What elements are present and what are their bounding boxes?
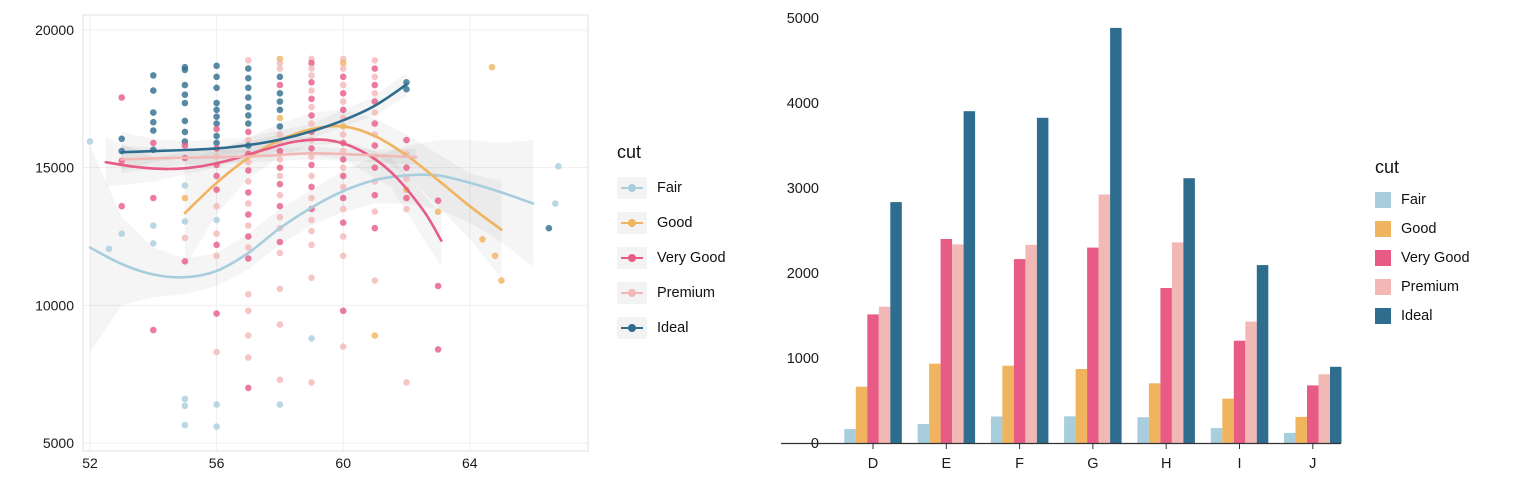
scatter-legend: cut Fair Good Very Good Premium Ideal (605, 0, 755, 480)
legend-label: Fair (1401, 191, 1426, 208)
svg-text:J: J (1309, 456, 1316, 472)
axis-labels: D E F G H I J 0 1000 2000 3000 4000 5000 (787, 11, 1317, 472)
svg-text:3000: 3000 (787, 181, 819, 197)
legend-label: Good (657, 214, 693, 231)
svg-text:15000: 15000 (35, 160, 74, 176)
svg-text:0: 0 (811, 436, 819, 452)
legend-item-premium[interactable]: Premium (617, 281, 755, 304)
scatter-smooth-plot: 52 56 60 64 5000 10000 15000 20000 (35, 14, 589, 471)
svg-text:H: H (1161, 456, 1171, 472)
scatter-legend-items: Fair Good Very Good Premium Ideal (617, 176, 755, 339)
legend-key-ideal-icon (617, 316, 647, 339)
legend-label: Fair (657, 179, 682, 196)
legend-key-good-icon (1375, 220, 1391, 237)
x-axis-ticks (872, 444, 1314, 449)
legend-key-premium-icon (617, 281, 647, 304)
legend-item-very-good[interactable]: Very Good (617, 246, 755, 269)
legend-label: Very Good (657, 249, 726, 266)
legend-item-fair[interactable]: Fair (1375, 191, 1513, 208)
legend-item-good[interactable]: Good (1375, 220, 1513, 237)
legend-item-ideal[interactable]: Ideal (617, 316, 755, 339)
bar-legend-items: Fair Good Very Good Premium Ideal (1375, 191, 1513, 324)
bar-legend: cut Fair Good Very Good Premium Ideal (1363, 0, 1513, 480)
legend-label: Ideal (1401, 307, 1433, 324)
bar-groups (844, 27, 1342, 444)
scatter-chart-group: 52 56 60 64 5000 10000 15000 20000 cut Fair Good… (0, 0, 755, 480)
legend-key-good-icon (617, 211, 647, 234)
svg-text:5000: 5000 (787, 11, 819, 27)
svg-text:10000: 10000 (35, 297, 74, 313)
svg-text:52: 52 (82, 455, 98, 471)
svg-text:64: 64 (462, 455, 478, 471)
svg-text:E: E (941, 456, 951, 472)
svg-text:G: G (1087, 456, 1098, 472)
svg-text:F: F (1015, 456, 1024, 472)
legend-key-ideal-icon (1375, 307, 1391, 324)
legend-item-premium[interactable]: Premium (1375, 278, 1513, 295)
legend-item-fair[interactable]: Fair (617, 176, 755, 199)
svg-text:4000: 4000 (787, 96, 819, 112)
legend-key-fair-icon (617, 176, 647, 199)
legend-item-ideal[interactable]: Ideal (1375, 307, 1513, 324)
legend-label: Premium (1401, 278, 1460, 295)
svg-text:20000: 20000 (35, 22, 74, 38)
bar-legend-title: cut (1375, 156, 1400, 177)
legend-label: Good (1401, 220, 1437, 237)
smooth-lines (88, 83, 535, 279)
svg-text:5000: 5000 (43, 435, 74, 451)
svg-text:60: 60 (335, 455, 351, 471)
svg-text:1000: 1000 (787, 351, 819, 367)
panel-border (82, 14, 589, 452)
svg-text:D: D (868, 456, 878, 472)
bar-chart-group: D E F G H I J 0 1000 2000 3000 4000 5000 cut Fair Goo… (763, 0, 1513, 480)
svg-text:2000: 2000 (787, 266, 819, 282)
legend-key-very-good-icon (617, 246, 647, 269)
legend-item-good[interactable]: Good (617, 211, 755, 234)
svg-text:56: 56 (209, 455, 225, 471)
axis-labels: 52 56 60 64 5000 10000 15000 20000 (35, 22, 478, 471)
legend-key-premium-icon (1375, 278, 1391, 295)
spacer (755, 0, 763, 480)
legend-label: Very Good (1401, 249, 1470, 266)
grouped-bar-chart: D E F G H I J 0 1000 2000 3000 4000 5000 (781, 11, 1342, 472)
legend-label: Ideal (657, 319, 689, 336)
scatter-legend-title: cut (617, 141, 642, 162)
legend-key-fair-icon (1375, 191, 1391, 208)
legend-item-very-good[interactable]: Very Good (1375, 249, 1513, 266)
legend-label: Premium (657, 284, 716, 301)
svg-text:I: I (1237, 456, 1241, 472)
legend-key-very-good-icon (1375, 249, 1391, 266)
